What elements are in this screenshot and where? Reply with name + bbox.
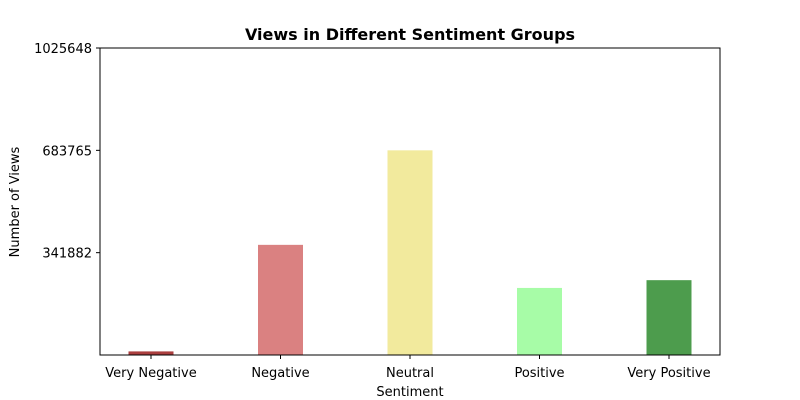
y-axis-label: Number of Views <box>8 146 23 257</box>
bar-very-negative <box>128 351 174 355</box>
bar-very-positive <box>646 280 692 355</box>
y-axis-ticks: 341882 683765 1025648 <box>34 42 100 262</box>
x-tick-label: Very Negative <box>105 366 196 381</box>
bar-neutral <box>387 150 433 355</box>
x-axis-label: Sentiment <box>376 385 443 400</box>
x-tick-label: Negative <box>251 366 309 381</box>
chart-title: Views in Different Sentiment Groups <box>245 25 575 44</box>
x-axis-ticks: Very Negative Negative Neutral Positive Very… <box>105 355 711 381</box>
bars-group <box>128 150 692 355</box>
bar-negative <box>258 244 303 355</box>
bar-positive <box>517 287 562 355</box>
y-tick-label: 1025648 <box>34 42 92 57</box>
x-tick-label: Very Positive <box>627 366 710 381</box>
y-tick-label: 341882 <box>42 247 92 262</box>
y-tick-label: 683765 <box>42 144 92 159</box>
x-tick-label: Positive <box>514 366 564 381</box>
x-tick-label: Neutral <box>386 366 434 381</box>
